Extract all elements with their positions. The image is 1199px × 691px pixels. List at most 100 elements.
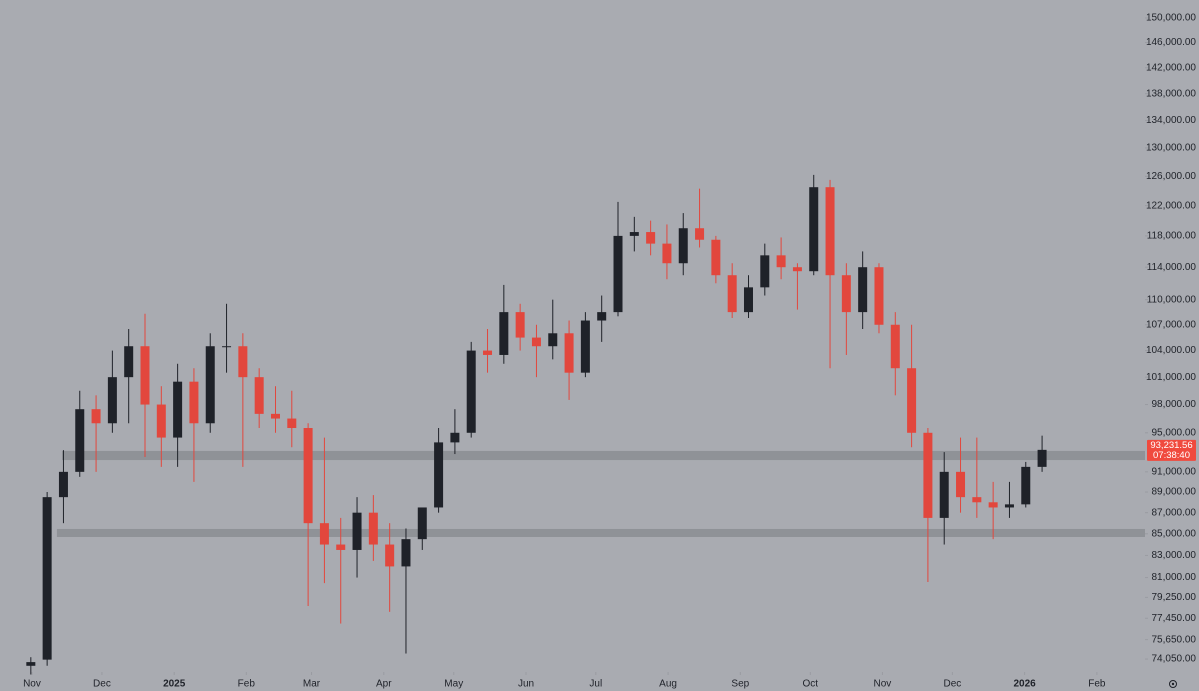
x-tick-label: 2026 bbox=[1014, 679, 1037, 690]
candle-body bbox=[646, 232, 656, 244]
y-tick-label: 83,000.00 bbox=[1152, 550, 1197, 561]
candle-body bbox=[580, 320, 590, 373]
y-tick-label: 85,000.00 bbox=[1152, 528, 1197, 539]
y-tick-label: 77,450.00 bbox=[1152, 613, 1197, 624]
x-tick-label: Oct bbox=[803, 679, 819, 690]
y-tick-label: 114,000.00 bbox=[1147, 262, 1197, 273]
x-tick-label: Jun bbox=[518, 679, 534, 690]
candle-body bbox=[434, 442, 444, 508]
x-tick-label: Nov bbox=[23, 679, 41, 690]
y-tick-label: 91,000.00 bbox=[1152, 466, 1197, 477]
candle-body bbox=[1037, 449, 1047, 467]
y-tick-label: 89,000.00 bbox=[1152, 487, 1197, 498]
candle-body bbox=[613, 235, 623, 313]
candle-body bbox=[368, 512, 378, 545]
y-tick-label: 101,000.00 bbox=[1146, 372, 1196, 383]
candle-body bbox=[1004, 504, 1014, 508]
settings-gear[interactable] bbox=[1169, 680, 1177, 688]
candle-body bbox=[270, 413, 280, 419]
x-tick-label: 2025 bbox=[163, 679, 186, 690]
settings-gear-center[interactable] bbox=[1171, 682, 1175, 686]
x-tick-label: Nov bbox=[874, 679, 892, 690]
candle-body bbox=[760, 255, 770, 288]
y-tick-label: 118,000.00 bbox=[1147, 231, 1197, 242]
x-tick-label: Mar bbox=[303, 679, 321, 690]
candle-body bbox=[629, 232, 639, 236]
candle-body bbox=[548, 333, 558, 347]
y-tick-label: 104,000.00 bbox=[1146, 345, 1196, 356]
y-tick-label: 87,000.00 bbox=[1152, 507, 1197, 518]
candle-body bbox=[809, 187, 819, 272]
y-tick-label: 98,000.00 bbox=[1152, 399, 1197, 410]
countdown-label: 07:38:40 bbox=[1153, 450, 1190, 461]
candle-body bbox=[173, 381, 183, 438]
candle-body bbox=[222, 346, 232, 348]
last-price-box bbox=[1147, 439, 1196, 461]
candle-body bbox=[890, 324, 900, 369]
y-tick-label: 142,000.00 bbox=[1146, 62, 1196, 73]
candle-body bbox=[972, 497, 982, 503]
x-tick-label: Jul bbox=[589, 679, 602, 690]
candle-body bbox=[238, 346, 248, 378]
candle-body bbox=[385, 544, 395, 567]
x-tick-label: Dec bbox=[93, 679, 111, 690]
candle-body bbox=[124, 346, 134, 378]
y-tick-label: 122,000.00 bbox=[1146, 200, 1196, 211]
settings-icon[interactable] bbox=[1169, 680, 1177, 688]
candle-body bbox=[743, 287, 753, 313]
candle-body bbox=[711, 239, 721, 276]
candle-body bbox=[841, 275, 851, 313]
y-tick-label: 95,000.00 bbox=[1152, 427, 1197, 438]
candle-body bbox=[336, 544, 346, 550]
candle-body bbox=[662, 243, 672, 264]
candle-body bbox=[776, 255, 786, 268]
candle-body bbox=[42, 497, 52, 660]
candle-body bbox=[156, 404, 166, 438]
x-tick-label: Feb bbox=[1088, 679, 1106, 690]
candle-body bbox=[597, 312, 607, 321]
candle-body bbox=[140, 346, 150, 405]
candle-body bbox=[75, 409, 85, 472]
y-tick-label: 81,000.00 bbox=[1152, 572, 1197, 583]
y-tick-label: 79,250.00 bbox=[1152, 592, 1197, 603]
x-tick-label: Aug bbox=[659, 679, 677, 690]
candle-body bbox=[107, 377, 117, 424]
candle-body bbox=[254, 377, 264, 414]
candle-body bbox=[303, 428, 313, 524]
candle-body bbox=[956, 471, 966, 498]
candle-body bbox=[531, 337, 541, 347]
candle-body bbox=[1021, 466, 1031, 505]
y-tick-label: 75,650.00 bbox=[1152, 634, 1197, 645]
candle-body bbox=[695, 228, 705, 240]
price-zone bbox=[61, 450, 1145, 461]
candle-body bbox=[58, 471, 68, 498]
candle-body bbox=[352, 512, 362, 550]
candle-body bbox=[874, 267, 884, 325]
y-tick-label: 110,000.00 bbox=[1147, 294, 1197, 305]
y-tick-label: 107,000.00 bbox=[1146, 319, 1196, 330]
candle-body bbox=[401, 539, 411, 567]
candle-body bbox=[923, 432, 933, 518]
candle-body bbox=[727, 275, 737, 313]
candle-body bbox=[939, 471, 949, 518]
y-tick-label: 134,000.00 bbox=[1146, 115, 1196, 126]
candle-body bbox=[564, 333, 574, 373]
candle-body bbox=[287, 418, 297, 429]
candle-body bbox=[450, 432, 460, 443]
x-tick-label: Dec bbox=[943, 679, 961, 690]
candle-body bbox=[189, 381, 199, 424]
candle-body bbox=[499, 312, 509, 355]
candle-body bbox=[205, 346, 215, 424]
price-zone bbox=[56, 528, 1145, 538]
candle-body bbox=[515, 312, 525, 338]
candle-body bbox=[825, 187, 835, 276]
x-tick-label: Apr bbox=[376, 679, 392, 690]
candle-body bbox=[988, 502, 998, 508]
candle-body bbox=[792, 267, 802, 272]
x-tick-label: Feb bbox=[238, 679, 256, 690]
y-tick-label: 150,000.00 bbox=[1146, 13, 1196, 24]
last-price-label: 93,231.56 bbox=[1150, 440, 1192, 451]
